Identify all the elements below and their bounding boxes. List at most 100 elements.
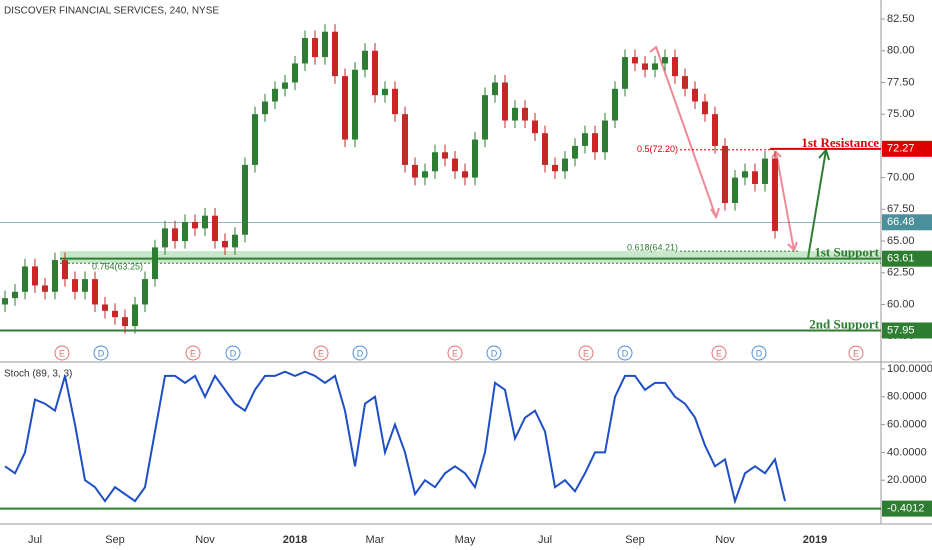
- candle-body: [612, 88, 618, 121]
- x-tick-label: Sep: [105, 534, 125, 546]
- candle-body: [672, 57, 678, 77]
- candle-body: [332, 31, 338, 77]
- candle-body: [242, 164, 248, 235]
- event-label: D: [491, 348, 498, 358]
- event-label: E: [190, 348, 196, 358]
- candle-body: [542, 133, 548, 165]
- y-tick-label: 20.0000: [887, 474, 927, 486]
- y-tick-label: 82.50: [887, 13, 915, 25]
- price-tag-label: -0.4012: [887, 503, 924, 515]
- event-label: D: [98, 348, 105, 358]
- candle-body: [362, 50, 368, 70]
- candle-body: [232, 234, 238, 248]
- candle-body: [572, 145, 578, 159]
- candle-body: [562, 158, 568, 172]
- candle-body: [762, 158, 768, 184]
- event-label: E: [59, 348, 65, 358]
- candle-body: [82, 279, 88, 292]
- x-tick-label: Nov: [195, 534, 215, 546]
- event-marker: [225, 345, 241, 361]
- candle-body: [772, 158, 778, 231]
- candle-body: [262, 101, 268, 115]
- candle-body: [392, 88, 398, 115]
- price-tag: [882, 500, 932, 517]
- candle-body: [72, 279, 78, 292]
- candle-body: [422, 171, 428, 178]
- candle-body: [342, 76, 348, 140]
- candle-body: [102, 304, 108, 311]
- candle-body: [752, 171, 758, 184]
- candle-body: [552, 164, 558, 172]
- y-tick-label: 65.00: [887, 235, 915, 247]
- candle-body: [482, 95, 488, 140]
- level-name: 1st Resistance: [801, 135, 879, 150]
- candle-body: [292, 63, 298, 83]
- candle-body: [432, 152, 438, 172]
- event-marker: [751, 345, 767, 361]
- event-label: D: [357, 348, 364, 358]
- candle-body: [172, 228, 178, 242]
- candle-body: [712, 114, 718, 146]
- event-marker: [93, 345, 109, 361]
- price-tag-label: 57.95: [887, 324, 915, 336]
- event-marker: [313, 345, 329, 361]
- candle-body: [632, 57, 638, 64]
- event-marker: [447, 345, 463, 361]
- indicator-title: Stoch (89, 3, 3): [4, 369, 72, 380]
- x-tick-label: Nov: [715, 534, 735, 546]
- x-tick-label: 2019: [803, 534, 827, 546]
- candle-body: [582, 133, 588, 146]
- candle-body: [312, 38, 318, 58]
- event-label: D: [230, 348, 237, 358]
- candle-body: [652, 63, 658, 70]
- candle-body: [322, 31, 328, 58]
- y-tick-label: 60.0000: [887, 418, 927, 430]
- candle-body: [372, 50, 378, 96]
- y-tick-label: 77.50: [887, 76, 915, 88]
- stoch-line: [4, 370, 786, 505]
- event-label: E: [716, 348, 722, 358]
- candle-body: [132, 304, 138, 327]
- support-zone: [60, 251, 881, 264]
- event-marker: [185, 345, 201, 361]
- x-tick-label: Sep: [625, 534, 645, 546]
- price-tag-label: 66.48: [887, 216, 915, 228]
- candle-body: [732, 177, 738, 203]
- event-marker: [352, 345, 368, 361]
- candle-body: [2, 298, 8, 305]
- y-tick-label: 67.50: [887, 203, 915, 215]
- fib-label: 0.5(72.20): [637, 144, 678, 154]
- y-tick-label: 100.0000: [887, 363, 932, 375]
- candle-body: [412, 164, 418, 178]
- candle-body: [222, 241, 228, 248]
- event-marker: [617, 345, 633, 361]
- price-tag: [882, 250, 932, 267]
- x-tick-label: Jul: [538, 534, 552, 546]
- fib-label: 0.764(63.25): [92, 262, 143, 272]
- candle-body: [272, 88, 278, 102]
- level-name: 1st Support: [814, 245, 879, 260]
- candle-body: [592, 133, 598, 153]
- candle-body: [512, 107, 518, 121]
- event-label: D: [622, 348, 629, 358]
- candle-body: [62, 260, 68, 280]
- level-name: 2nd Support: [809, 316, 879, 331]
- price-tag-label: 63.61: [887, 253, 915, 265]
- candle-body: [112, 310, 118, 318]
- drawing-arrows: [649, 45, 798, 252]
- candle-body: [492, 82, 498, 96]
- candle-body: [532, 120, 538, 134]
- candle-body: [402, 114, 408, 165]
- event-label: E: [583, 348, 589, 358]
- candle-body: [702, 101, 708, 115]
- x-tick-label: Mar: [366, 534, 385, 546]
- candle-body: [682, 76, 688, 89]
- event-label: E: [318, 348, 324, 358]
- candle-body: [452, 158, 458, 172]
- event-marker: [54, 345, 70, 361]
- event-marker: [578, 345, 594, 361]
- candle-body: [282, 82, 288, 89]
- price-tag-label: 72.27: [887, 143, 915, 155]
